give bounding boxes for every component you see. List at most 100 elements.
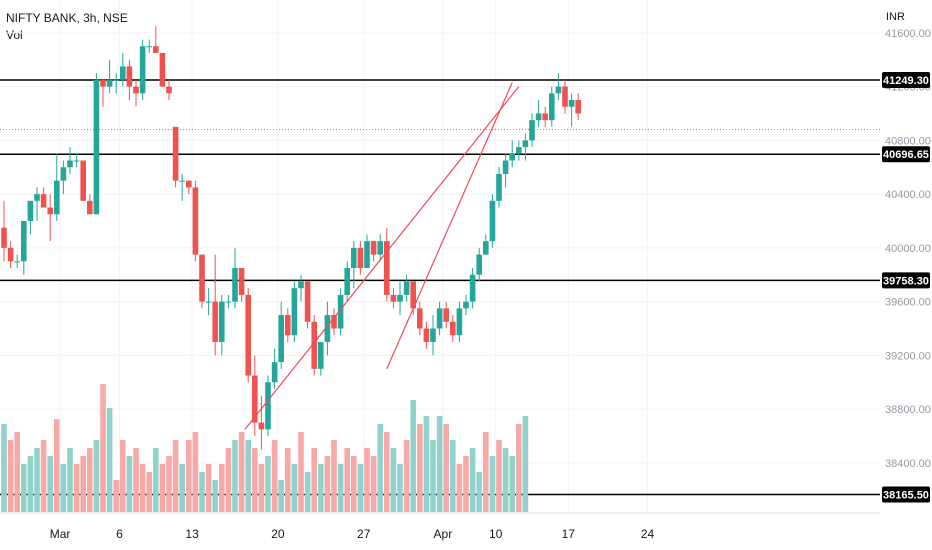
price-tick-label: 40000.00 (885, 243, 931, 255)
candle-body (568, 100, 575, 107)
candle-body (535, 113, 542, 121)
candle-body (562, 86, 568, 107)
volume-bar (113, 480, 119, 512)
volume-bar (14, 432, 20, 512)
volume-bar (258, 464, 265, 512)
candle-body (377, 241, 383, 255)
candle-body (331, 315, 337, 329)
candle-body (73, 160, 80, 162)
volume-bar (27, 456, 34, 512)
volume-bar (298, 432, 304, 512)
volume-bar (436, 416, 443, 512)
volume-bar (456, 464, 463, 512)
volume-bar (285, 448, 291, 512)
candle-body (153, 46, 159, 53)
volume-bar (232, 440, 238, 512)
candle-body (575, 100, 581, 114)
volume-bar (47, 456, 53, 512)
time-tick-label: 6 (116, 527, 123, 541)
price-label-text: 38165.50 (883, 489, 929, 501)
price-label-text: 41249.30 (883, 75, 929, 87)
volume-bar (509, 456, 515, 512)
candle-body (186, 180, 192, 188)
candle-body (133, 86, 139, 94)
volume-bar (291, 464, 298, 512)
volume-bar (40, 440, 47, 512)
candle-body (285, 315, 291, 336)
candle-body (60, 167, 67, 181)
candle-body (298, 281, 304, 289)
time-tick-label: 20 (271, 527, 285, 541)
price-axis[interactable]: INR 41600.0041200.0040800.0040400.004000… (882, 11, 931, 503)
volume-bar (245, 440, 251, 512)
candle-body (436, 308, 443, 329)
volume-bar (179, 464, 185, 512)
volume-bar (344, 448, 350, 512)
volume-bar (54, 419, 60, 512)
volume-bar (304, 472, 311, 512)
candle-body (456, 308, 463, 336)
candle-body (106, 79, 113, 87)
volume-bar (357, 464, 364, 512)
volume-bar (238, 432, 245, 512)
candle-body (542, 113, 548, 121)
candle-body (40, 194, 47, 208)
time-axis[interactable]: Mar 6 13 20 27 Apr 10 17 24 (0, 512, 880, 541)
candle-body (205, 301, 212, 303)
candle-body (304, 281, 311, 322)
candle-body (397, 294, 403, 302)
volume-bar (252, 448, 258, 512)
candle-body (21, 220, 27, 262)
volume-indicator-label[interactable]: Vol (6, 28, 23, 42)
candle-body (450, 321, 456, 336)
volume-bar (417, 424, 423, 512)
candle-body (278, 315, 284, 363)
time-tick-label: Apr (434, 527, 453, 541)
candle-body (318, 341, 324, 369)
time-tick-label: 24 (641, 527, 655, 541)
volume-bar (377, 424, 383, 512)
candle-body (483, 241, 489, 255)
candle-body (423, 328, 430, 342)
volume-bar (443, 424, 449, 512)
candle-body (232, 268, 238, 302)
candle-body (324, 315, 331, 342)
volume-bar (364, 448, 370, 512)
volume-bar (153, 448, 159, 512)
candle-body (14, 261, 20, 263)
candle-body (509, 153, 515, 161)
volume-bar (212, 480, 218, 512)
symbol-title[interactable]: NIFTY BANK, 3h, NSE (6, 11, 128, 25)
volume-bar (93, 440, 100, 512)
candle-body (516, 147, 522, 154)
candle-body (337, 294, 344, 329)
volume-bar (337, 464, 344, 512)
volume-bar (34, 448, 40, 512)
volume-bar (450, 440, 456, 512)
candle-body (370, 241, 377, 255)
volume-bar (80, 456, 86, 512)
volume-bar (199, 472, 205, 512)
volume-bar (60, 464, 67, 512)
candle-body (87, 200, 93, 215)
volume-bar (120, 440, 126, 512)
candle-body (522, 140, 529, 148)
candle-body (489, 200, 496, 242)
candle-body (357, 247, 364, 269)
volume-bar (159, 464, 166, 512)
candle-body (27, 200, 34, 221)
candle-body (291, 288, 298, 336)
candle-body (555, 86, 562, 94)
volume-bar (73, 464, 80, 512)
volume-bar (463, 456, 469, 512)
candle-body (245, 294, 251, 376)
volume-bar (126, 456, 133, 512)
time-tick-label: 10 (489, 527, 503, 541)
time-tick-label: Mar (50, 527, 71, 541)
volume-bar (331, 440, 337, 512)
volume-bar (1, 424, 7, 512)
candle-body (463, 301, 469, 309)
candle-body (159, 52, 166, 87)
candle-body (100, 79, 106, 87)
